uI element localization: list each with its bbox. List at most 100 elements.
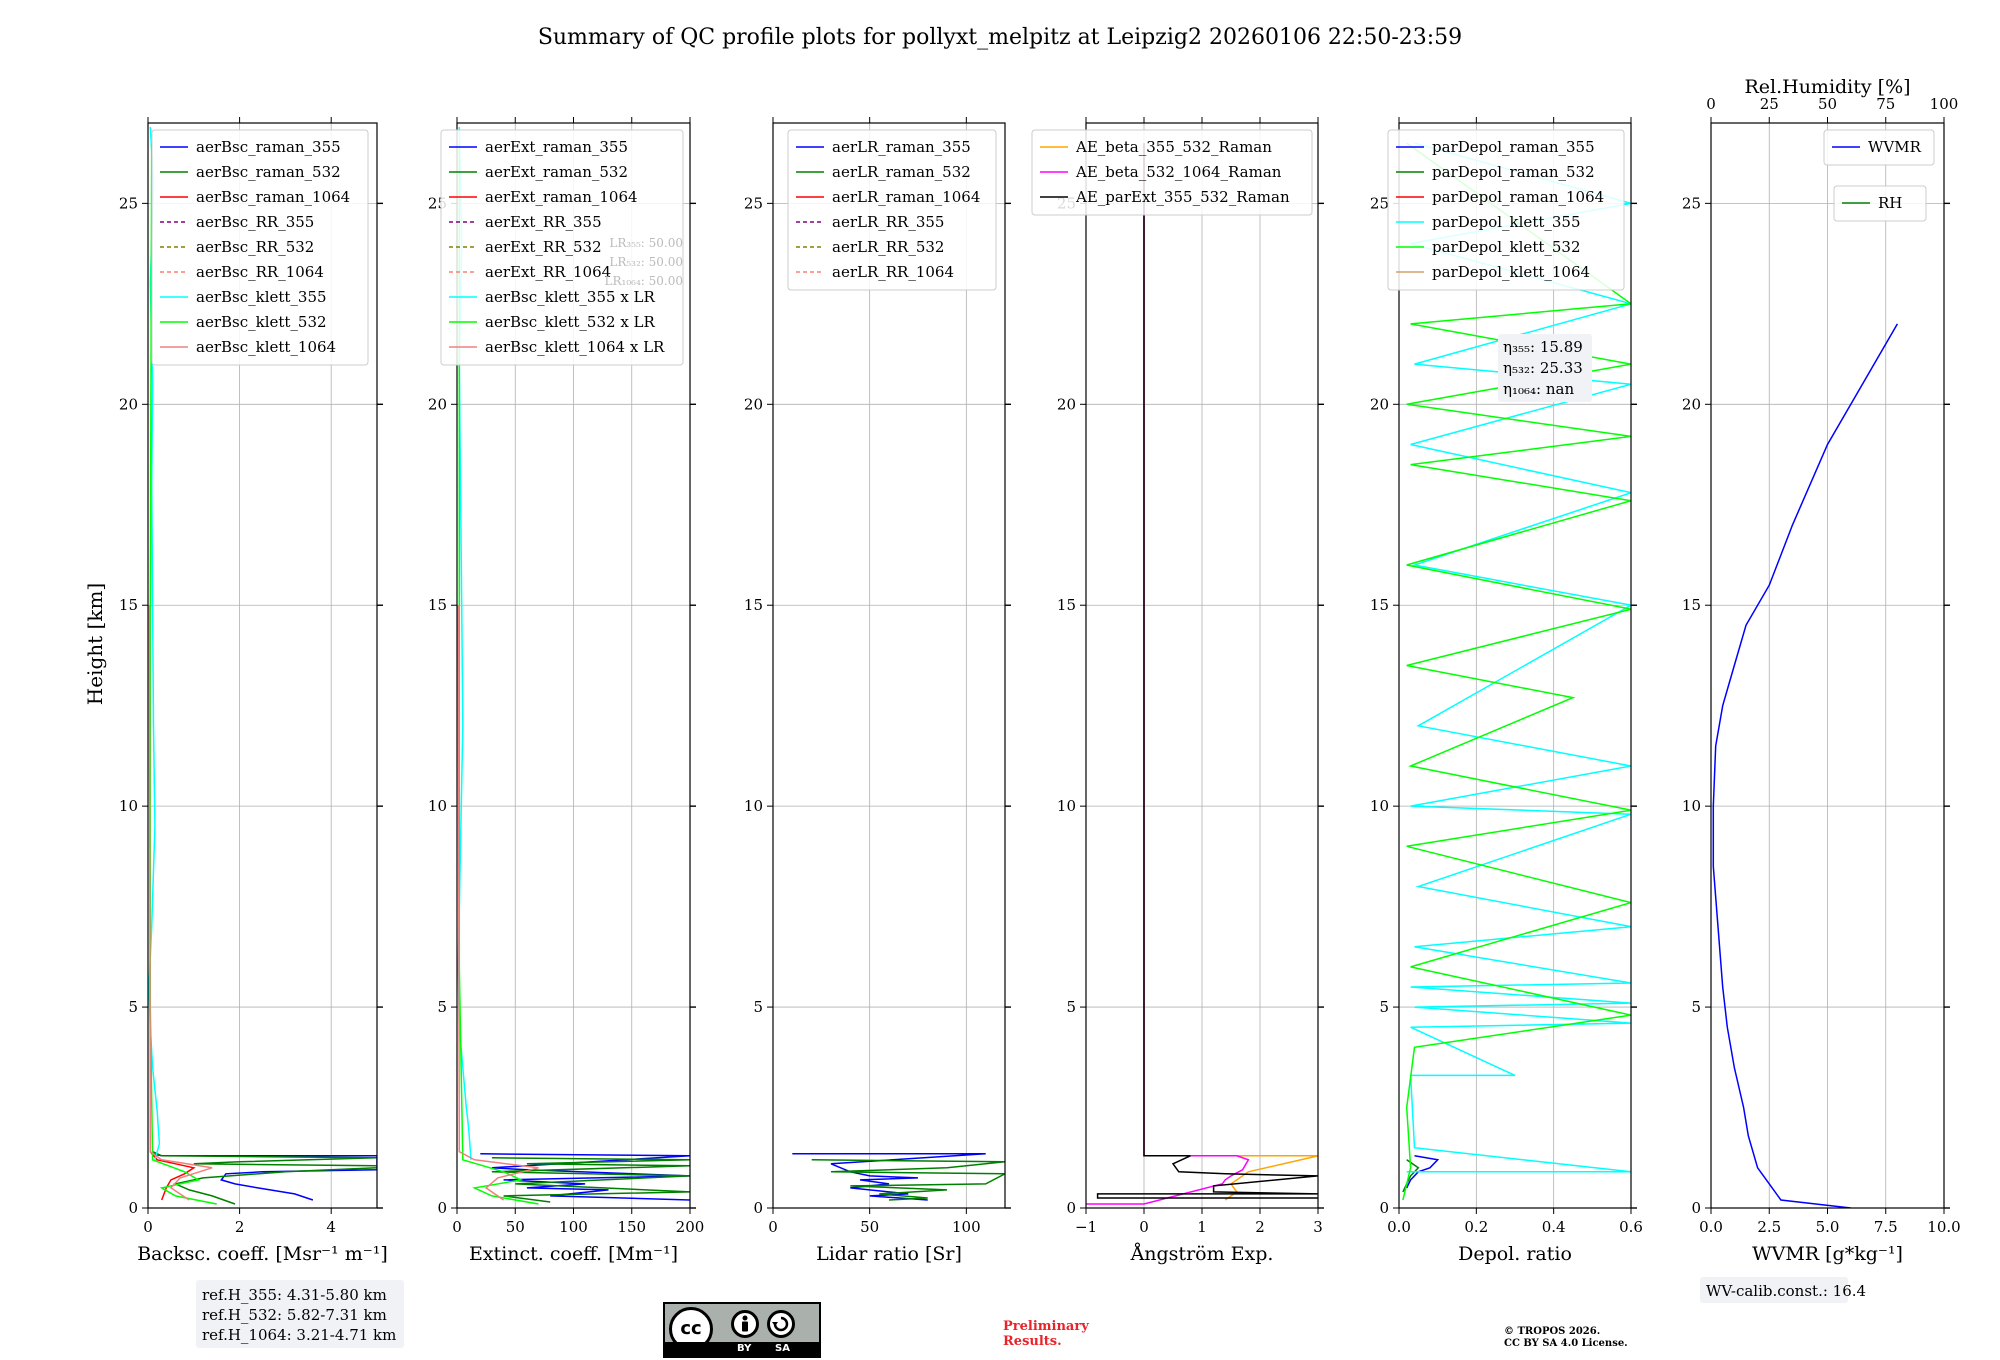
axes-frame [456, 122, 691, 1209]
y-tick-label: 20 [744, 395, 763, 413]
legend-entry: aerBsc_raman_355 [196, 138, 341, 156]
legend-entry: parDepol_klett_532 [1432, 238, 1581, 256]
x-axis-label: Depol. ratio [1458, 1243, 1572, 1265]
legend-entry: parDepol_klett_1064 [1432, 263, 1590, 281]
legend-entry: aerBsc_klett_355 [196, 288, 327, 306]
y-tick-label: 20 [428, 395, 447, 413]
y-tick-label: 5 [1691, 998, 1701, 1016]
person-icon [742, 1315, 748, 1332]
cc-by-sa-badge: cc BY SA [663, 1302, 821, 1358]
series-parDepol_raman_355 [1406, 1155, 1440, 1189]
top-tick-label: 50 [1818, 95, 1837, 113]
y-tick-label: 20 [1370, 395, 1389, 413]
axes-frame [1710, 122, 1945, 1209]
legend-entry: aerBsc_klett_532 [196, 313, 327, 331]
x-axis-label: Extinct. coeff. [Mm⁻¹] [469, 1243, 678, 1265]
legend-entry: AE_beta_355_532_Raman [1075, 138, 1272, 156]
y-tick-label: 5 [753, 998, 763, 1016]
series-aerLR_raman_532 [811, 1159, 1005, 1201]
x-tick-label: 50 [860, 1218, 879, 1236]
x-tick-label: 10.0 [1927, 1218, 1960, 1236]
y-tick-label: 0 [437, 1199, 447, 1217]
legend-entry: aerExt_RR_532 [485, 238, 602, 256]
top-tick-label: 25 [1760, 95, 1779, 113]
legend-box [787, 129, 997, 291]
badge-label-bar [665, 1342, 819, 1356]
y-tick-label: 20 [1682, 395, 1701, 413]
legend-entry: aerLR_RR_355 [832, 213, 944, 231]
y-tick-label: 5 [1066, 998, 1076, 1016]
legend-entry: aerBsc_klett_355 x LR [485, 288, 656, 306]
y-tick-label: 10 [1057, 797, 1076, 815]
preliminary-line-1: Preliminary [1003, 1319, 1089, 1334]
x-tick-label: 2.5 [1757, 1218, 1781, 1236]
y-tick-label: 15 [744, 596, 763, 614]
legend-entry: parDepol_raman_355 [1432, 138, 1595, 156]
x-tick-label: −1 [1075, 1218, 1097, 1236]
legend-entry: aerBsc_raman_1064 [196, 188, 350, 206]
x-tick-label: 3 [1313, 1218, 1323, 1236]
x-tick-label: 0.0 [1387, 1218, 1411, 1236]
badge-by-label: BY [737, 1343, 752, 1354]
y-tick-label: 25 [119, 194, 138, 212]
legend-entry: parDepol_raman_1064 [1432, 188, 1604, 206]
badge-sa-label: SA [775, 1343, 790, 1354]
legend-box [151, 129, 369, 366]
y-tick-label: 25 [1370, 194, 1389, 212]
x-tick-label: 4 [326, 1218, 336, 1236]
y-tick-label: 0 [1379, 1199, 1389, 1217]
y-tick-label: 25 [1682, 194, 1701, 212]
y-tick-label: 0 [128, 1199, 138, 1217]
series-group [148, 126, 377, 1205]
axes-frame [1085, 122, 1319, 1209]
preliminary-line-2: Results. [1003, 1334, 1062, 1349]
eta-text: η₅₃₂: 25.33 [1503, 359, 1583, 377]
panel-lidar_ratio: 0 50 100 0 5 10 15 20 25 Lidar ratio [Sr] aerLR_ra… [744, 117, 1011, 1265]
eta-text: η₃₅₅: 15.89 [1503, 338, 1583, 356]
x-tick-label: 200 [676, 1218, 705, 1236]
y-tick-label: 15 [1370, 596, 1389, 614]
y-tick-label: 20 [1057, 395, 1076, 413]
series-group [1086, 143, 1318, 1205]
x-tick-label: 50 [506, 1218, 525, 1236]
legend-box [1823, 129, 1935, 166]
x-tick-label: 150 [617, 1218, 646, 1236]
y-tick-label: 15 [1682, 596, 1701, 614]
legend-entry: WVMR [1868, 138, 1922, 156]
series-group [1712, 323, 1899, 1208]
series-parDepol_klett_532 [1402, 142, 1631, 1201]
eta-box [1498, 334, 1592, 402]
figure-title: Summary of QC profile plots for pollyxt_… [538, 25, 1462, 50]
legend-entry: aerBsc_RR_532 [196, 238, 314, 256]
share-alike-icon [767, 1310, 795, 1338]
ref-height-355: ref.H_355: 4.31-5.80 km [202, 1286, 387, 1304]
lr-note: LR₃₅₅: 50.00 [609, 236, 683, 250]
y-tick-label: 10 [119, 797, 138, 815]
ref-height-532: ref.H_532: 5.82-7.31 km [202, 1306, 387, 1324]
y-tick-label: 5 [1379, 998, 1389, 1016]
legend-entry: parDepol_raman_532 [1432, 163, 1595, 181]
legend2-entry: RH [1878, 194, 1902, 212]
panel-angstrom: −101230510152025Ångström Exp.AE_beta_355… [1031, 117, 1324, 1265]
y-axis-label: Height [km] [83, 583, 107, 705]
legend-entry: aerBsc_klett_1064 [196, 338, 336, 356]
x-tick-label: 100 [559, 1218, 588, 1236]
legend-entry: aerExt_raman_532 [485, 163, 628, 181]
wv-calib-text: WV-calib.const.: 16.4 [1706, 1282, 1866, 1300]
ref-height-1064: ref.H_1064: 3.21-4.71 km [202, 1326, 396, 1344]
legend-entry: AE_parExt_355_532_Raman [1075, 188, 1290, 206]
series-aerBsc_raman_532 [152, 1151, 377, 1205]
x-tick-label: 0 [452, 1218, 462, 1236]
legend-entry: parDepol_klett_355 [1432, 213, 1581, 231]
legend-entry: aerLR_raman_532 [832, 163, 971, 181]
wv-calib-box [1700, 1277, 1848, 1303]
eta-text: η₁₀₆₄: nan [1503, 380, 1574, 398]
share-alike-arrow-icon [772, 1316, 789, 1332]
series-WVMR [1712, 323, 1899, 1208]
y-tick-label: 5 [437, 998, 447, 1016]
x-tick-label: 5.0 [1816, 1218, 1840, 1236]
x-tick-label: 0.6 [1619, 1218, 1643, 1236]
series-AE_beta_355_532_Raman [1143, 143, 1318, 1201]
